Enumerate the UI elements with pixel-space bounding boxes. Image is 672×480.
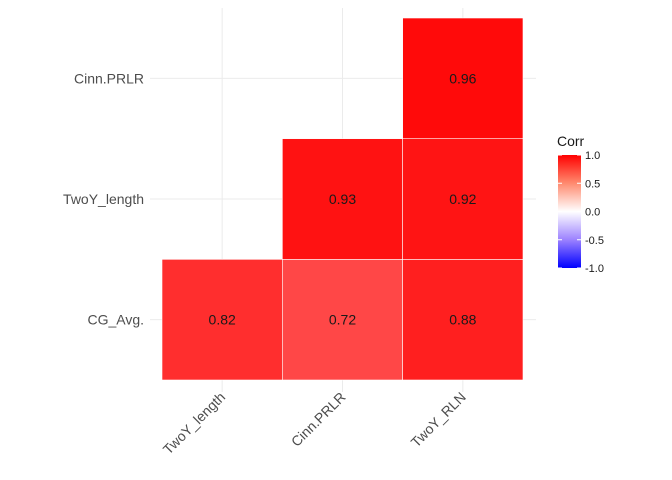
heatmap-cell bbox=[402, 17, 524, 139]
x-tick-label: TwoY_length bbox=[160, 389, 229, 458]
y-tick-label: TwoY_length bbox=[63, 191, 144, 207]
heatmap-cell bbox=[282, 259, 403, 381]
y-tick-label: CG_Avg. bbox=[87, 312, 144, 328]
legend-tick-label: 0.5 bbox=[585, 178, 600, 190]
legend-colorbar bbox=[558, 155, 581, 268]
color-legend: Corr 1.0 0.5 0.0 -0.5 -1.0 bbox=[557, 133, 604, 275]
y-axis-tick-labels: CG_Avg. TwoY_length Cinn.PRLR bbox=[63, 70, 144, 327]
y-tick-label: Cinn.PRLR bbox=[74, 70, 144, 86]
legend-tick-label: -0.5 bbox=[585, 235, 604, 247]
cell-value-label: 0.92 bbox=[449, 191, 476, 207]
x-tick-label: Cinn.PRLR bbox=[288, 389, 349, 450]
heatmap-cell bbox=[402, 138, 524, 260]
legend-tick-label: 0.0 bbox=[585, 207, 600, 219]
cell-value-label: 0.82 bbox=[209, 312, 236, 328]
x-axis-tick-labels: TwoY_length Cinn.PRLR TwoY_RLN bbox=[160, 389, 469, 458]
heatmap-cell bbox=[282, 138, 403, 260]
cell-value-label: 0.93 bbox=[329, 191, 356, 207]
cell-value-label: 0.88 bbox=[449, 312, 476, 328]
x-tick-label: TwoY_RLN bbox=[408, 389, 469, 450]
legend-title: Corr bbox=[557, 133, 585, 149]
heatmap-cells: 0.82 0.72 0.88 0.93 0.92 0.96 bbox=[161, 17, 524, 381]
legend-tick-label: -1.0 bbox=[585, 263, 604, 275]
cell-value-label: 0.96 bbox=[449, 70, 476, 86]
legend-tick-label: 1.0 bbox=[585, 150, 600, 162]
cell-value-label: 0.72 bbox=[329, 312, 356, 328]
heatmap-cell bbox=[161, 259, 283, 381]
